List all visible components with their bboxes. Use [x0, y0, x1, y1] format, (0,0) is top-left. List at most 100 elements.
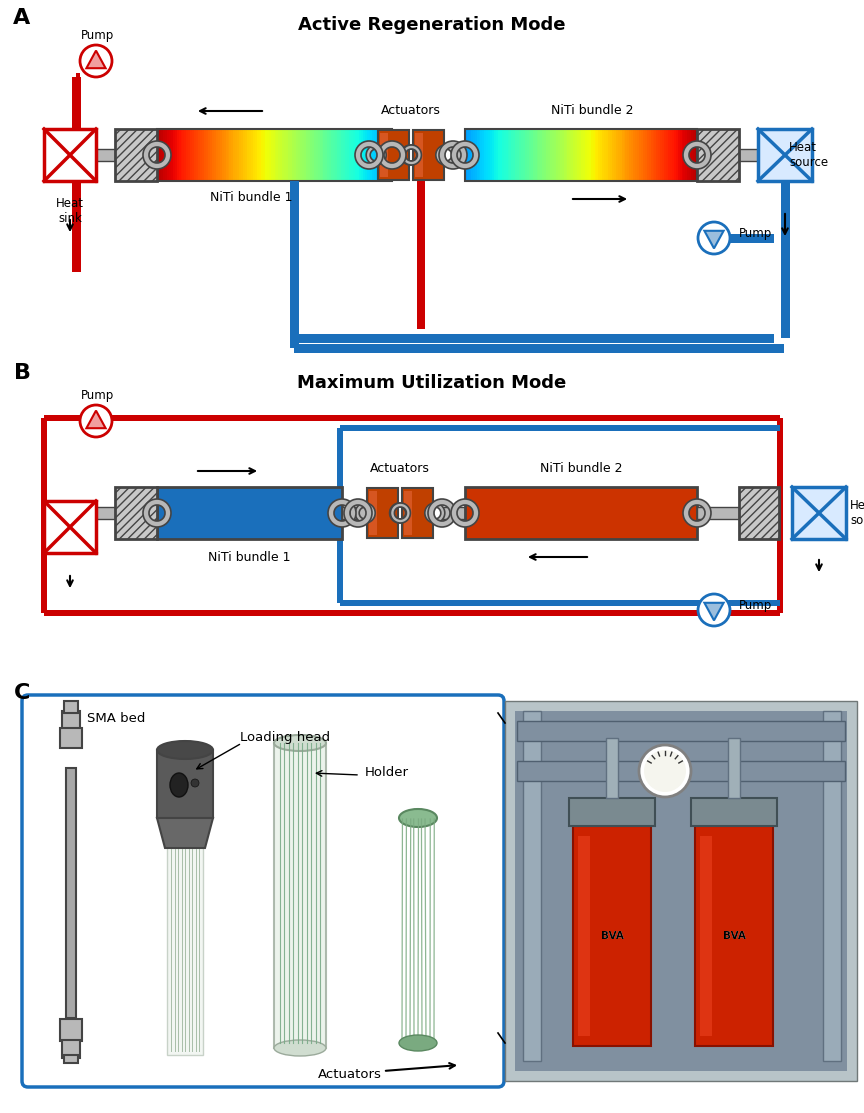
Bar — [167, 847, 203, 1055]
Bar — [181, 129, 183, 181]
Bar — [274, 743, 326, 1048]
Bar — [515, 711, 847, 1071]
Wedge shape — [344, 499, 372, 526]
Bar — [588, 129, 591, 181]
Bar — [175, 129, 177, 181]
Bar — [535, 129, 537, 181]
Bar — [594, 129, 597, 181]
Bar — [613, 129, 616, 181]
Bar — [677, 129, 680, 181]
Bar — [515, 129, 518, 181]
Bar — [544, 129, 547, 181]
Bar — [270, 129, 273, 181]
Bar — [492, 129, 494, 181]
Bar — [543, 129, 545, 181]
Bar — [255, 129, 257, 181]
Circle shape — [191, 779, 199, 787]
Ellipse shape — [274, 735, 326, 751]
Bar — [465, 129, 697, 181]
Bar — [289, 129, 290, 181]
Bar — [386, 129, 389, 181]
FancyBboxPatch shape — [22, 695, 504, 1087]
Bar — [232, 129, 234, 181]
Bar — [341, 129, 344, 181]
Polygon shape — [704, 230, 724, 248]
Bar — [340, 600, 780, 605]
Bar — [44, 129, 96, 181]
Bar — [645, 129, 647, 181]
Bar — [494, 129, 497, 181]
Bar — [698, 234, 774, 243]
Bar — [612, 129, 614, 181]
Bar — [505, 129, 508, 181]
Circle shape — [698, 221, 730, 254]
Bar — [72, 217, 80, 272]
Bar — [369, 129, 371, 181]
Bar — [404, 491, 412, 534]
Bar — [780, 181, 790, 238]
Bar — [342, 508, 367, 519]
Bar — [490, 129, 492, 181]
Wedge shape — [378, 141, 406, 169]
Bar — [388, 129, 391, 181]
Bar — [314, 129, 316, 181]
Text: BVA: BVA — [600, 930, 624, 940]
Bar — [700, 836, 712, 1036]
Bar — [596, 129, 599, 181]
Text: NiTi bundle 2: NiTi bundle 2 — [551, 105, 634, 118]
Bar — [641, 129, 644, 181]
Bar — [607, 129, 608, 181]
Bar — [187, 129, 189, 181]
Bar — [62, 1040, 80, 1058]
Bar — [182, 129, 185, 181]
Bar — [306, 129, 308, 181]
Bar — [315, 129, 318, 181]
Bar — [577, 129, 580, 181]
Bar — [652, 129, 655, 181]
Bar — [486, 129, 489, 181]
Ellipse shape — [170, 774, 188, 797]
Bar — [697, 508, 739, 519]
Bar — [666, 129, 669, 181]
Bar — [163, 129, 165, 181]
Bar — [529, 129, 531, 181]
Bar — [680, 129, 682, 181]
Bar — [347, 129, 349, 181]
Bar — [263, 129, 265, 181]
Bar — [302, 129, 304, 181]
Bar — [171, 129, 173, 181]
Bar — [365, 129, 367, 181]
Bar — [349, 129, 352, 181]
Wedge shape — [435, 145, 456, 165]
Bar — [243, 129, 245, 181]
Bar — [390, 129, 392, 181]
Wedge shape — [391, 503, 410, 523]
Bar — [41, 418, 47, 613]
Bar — [488, 129, 491, 181]
Polygon shape — [704, 603, 724, 620]
Bar — [560, 129, 562, 181]
Bar — [340, 129, 341, 181]
Bar — [688, 129, 689, 181]
Bar — [363, 129, 365, 181]
Wedge shape — [143, 499, 171, 526]
Bar — [294, 334, 774, 343]
Text: C: C — [14, 683, 30, 703]
Bar — [168, 129, 171, 181]
Bar — [157, 750, 213, 818]
Bar — [384, 129, 386, 181]
Bar — [517, 721, 845, 741]
Bar — [583, 129, 586, 181]
Bar — [378, 130, 409, 179]
Bar — [208, 129, 210, 181]
Bar — [357, 129, 359, 181]
Bar — [739, 149, 758, 161]
Wedge shape — [355, 141, 383, 169]
Bar — [621, 129, 624, 181]
Text: SMA bed: SMA bed — [87, 711, 145, 725]
Bar — [331, 129, 334, 181]
Bar — [566, 129, 568, 181]
Bar — [579, 129, 581, 181]
Wedge shape — [143, 141, 171, 169]
Bar — [639, 129, 641, 181]
